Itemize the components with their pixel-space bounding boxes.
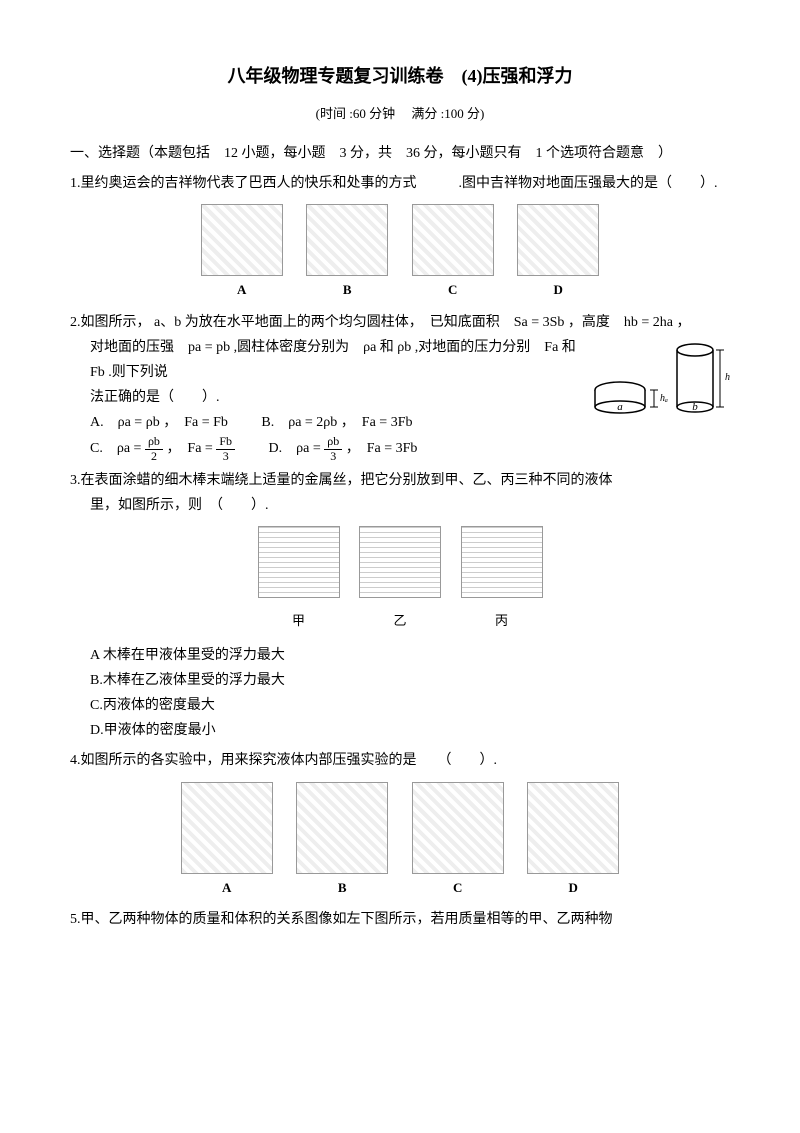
q2-opt-c: C. ρa = ρb2 ， Fa = Fb3 xyxy=(90,435,235,462)
question-1: 1.里约奥运会的吉祥物代表了巴西人的快乐和处事的方式 .图中吉祥物对地面压强最大… xyxy=(70,171,730,196)
question-4: 4.如图所示的各实验中，用来探究液体内部压强实验的是 （ ）. A B C D xyxy=(70,748,730,899)
q3-opt-a: A 木棒在甲液体里受的浮力最大 xyxy=(90,643,730,668)
question-2: 2.如图所示， a、b 为放在水平地面上的两个均匀圆柱体， 已知底面积 Sa =… xyxy=(70,310,730,463)
q4-fig-a: A xyxy=(181,782,273,899)
fraction-icon: ρb3 xyxy=(324,435,342,462)
q5-text: 5.甲、乙两种物体的质量和体积的关系图像如左下图所示，若用质量相等的甲、乙两种物 xyxy=(70,907,730,932)
q2-options-row2: C. ρa = ρb2 ， Fa = Fb3 D. ρa = ρb3 ， Fa … xyxy=(90,435,730,462)
q3-fig-1 xyxy=(258,526,340,598)
q2-opt-b: B. ρa = 2ρb ， Fa = 3Fb xyxy=(261,410,412,435)
svg-text:h_b: h_b xyxy=(725,372,730,383)
q4-figures: A B C D xyxy=(70,782,730,899)
q3-opt-c: C.丙液体的密度最大 xyxy=(90,693,730,718)
svg-text:b: b xyxy=(692,401,698,413)
q3-opt-b: B.木棒在乙液体里受的浮力最大 xyxy=(90,668,730,693)
q3-fig-3 xyxy=(461,526,543,598)
page-subtitle: (时间 :60 分钟 满分 :100 分) xyxy=(70,102,730,125)
section-header: 一、选择题（本题包括 12 小题，每小题 3 分，共 36 分，每小题只有 1 … xyxy=(70,141,730,166)
svg-text:hₐ: hₐ xyxy=(660,393,668,404)
q1-fig-a: A xyxy=(201,204,283,301)
question-5: 5.甲、乙两种物体的质量和体积的关系图像如左下图所示，若用质量相等的甲、乙两种物 xyxy=(70,907,730,932)
q2-opt-d: D. ρa = ρb3 ， Fa = 3Fb xyxy=(269,435,418,462)
question-3: 3.在表面涂蜡的细木棒末端绕上适量的金属丝，把它分别放到甲、乙、丙三种不同的液体… xyxy=(70,468,730,744)
q1-fig-d: D xyxy=(517,204,599,301)
q4-fig-c: C xyxy=(412,782,504,899)
q3-line1: 3.在表面涂蜡的细木棒末端绕上适量的金属丝，把它分别放到甲、乙、丙三种不同的液体 xyxy=(70,468,730,493)
q3-fig-2 xyxy=(359,526,441,598)
q4-text: 4.如图所示的各实验中，用来探究液体内部压强实验的是 （ ）. xyxy=(70,748,730,773)
q3-figures: 甲 乙 丙 xyxy=(70,526,730,634)
fraction-icon: ρb2 xyxy=(145,435,163,462)
q2-figure: a hₐ b h_b xyxy=(580,335,730,424)
svg-text:a: a xyxy=(617,401,623,413)
q1-figures: A B C D xyxy=(70,204,730,301)
q1-fig-b: B xyxy=(306,204,388,301)
q4-fig-b: B xyxy=(296,782,388,899)
q2-line1: 2.如图所示， a、b 为放在水平地面上的两个均匀圆柱体， 已知底面积 Sa =… xyxy=(70,310,730,335)
q3-opt-d: D.甲液体的密度最小 xyxy=(90,718,730,743)
q4-fig-d: D xyxy=(527,782,619,899)
q3-line2: 里，如图所示，则 （ ）. xyxy=(90,493,730,518)
q2-opt-a: A. ρa = ρb ， Fa = Fb xyxy=(90,410,228,435)
q1-text: 1.里约奥运会的吉祥物代表了巴西人的快乐和处事的方式 .图中吉祥物对地面压强最大… xyxy=(70,176,718,191)
fraction-icon: Fb3 xyxy=(216,435,235,462)
page-title: 八年级物理专题复习训练卷 (4)压强和浮力 xyxy=(70,60,730,92)
q1-fig-c: C xyxy=(412,204,494,301)
